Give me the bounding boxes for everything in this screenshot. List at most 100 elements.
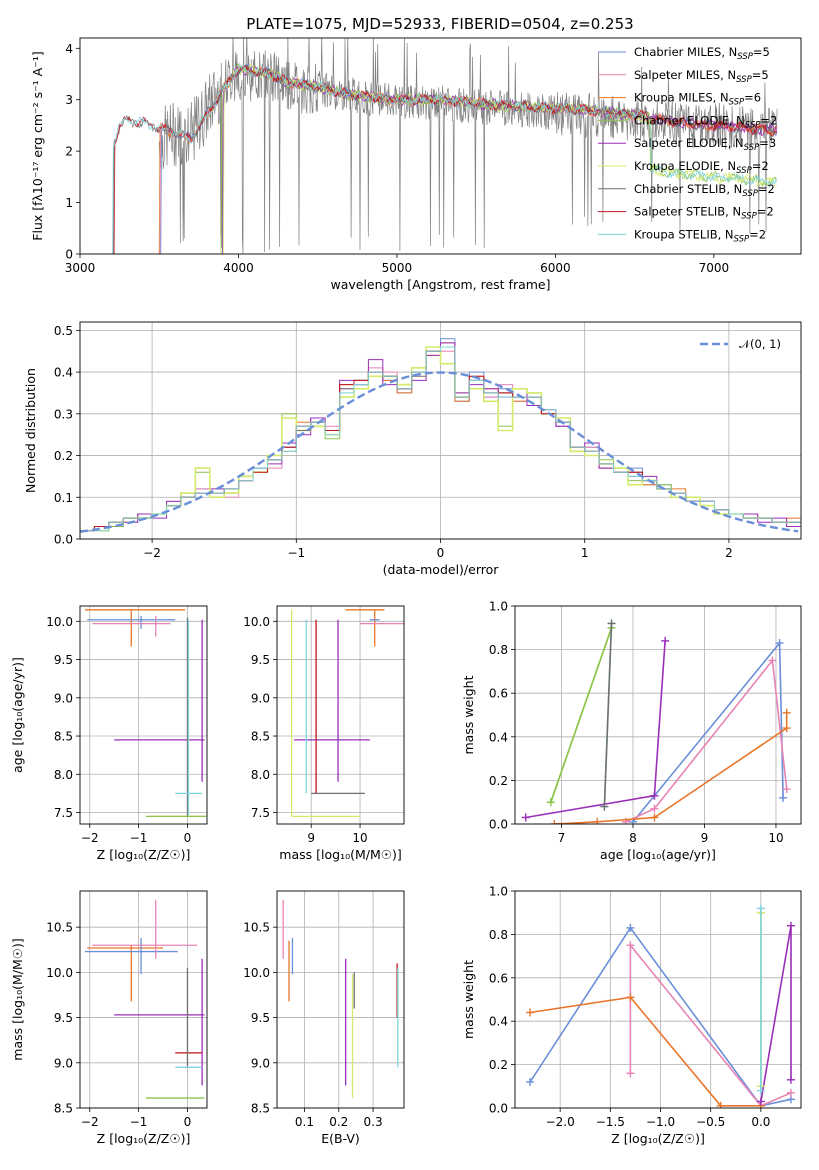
legend-entry-label: Kroupa STELIB, NSSP=2 [634, 227, 766, 244]
spectrum-ytick-label: 4 [65, 42, 73, 56]
spectrum-xlabel: wavelength [Angstrom, rest frame] [330, 277, 550, 292]
residuals-frame [79, 321, 802, 540]
spectrum-axes [76, 47, 715, 258]
age_vs_mass-bars [291, 609, 404, 818]
weight_vs_Z-xtick-label: −1.0 [646, 1115, 675, 1129]
residuals-ytick-label: 0.5 [54, 324, 73, 338]
weight_vs_age-xtick-label: 8 [629, 831, 637, 845]
age_vs_mass-ytick-label: 9.0 [251, 691, 270, 705]
weight_vs_Z-xtick-label: −1.5 [596, 1115, 625, 1129]
legend2-label: 𝒩(0, 1) [739, 337, 781, 351]
age_vs_Z-ytick-label: 10.0 [46, 615, 73, 629]
weight_vs_Z-ylabel: mass weight [461, 960, 476, 1039]
age_vs_Z-xtick-label: −1 [130, 831, 148, 845]
weight_vs_Z-lines [526, 904, 795, 1108]
legend-entry-label: Kroupa ELODIE, NSSP=2 [634, 159, 769, 176]
mass_vs_Z-frame [79, 890, 208, 1109]
weight_vs_age-series-line [603, 623, 613, 807]
residuals-ylabel: Normed distribution [23, 368, 38, 493]
age_vs_mass-ytick-label: 8.0 [251, 768, 270, 782]
mass_vs_Z-ytick-label: 9.5 [54, 1011, 73, 1025]
weight_vs_Z-xlabel: Z [log₁₀(Z/Z☉)] [611, 1131, 705, 1146]
residuals-xlabel: (data-model)/error [383, 562, 500, 577]
spectrum-model-line [222, 66, 778, 254]
legend-entry-label: Salpeter MILES, NSSP=5 [634, 68, 769, 85]
weight_vs_Z-xtick-label: −2.0 [546, 1115, 575, 1129]
weight_vs_age-ytick-label: 0.8 [489, 643, 508, 657]
mass_vs_EBV-ytick-label: 9.5 [251, 1011, 270, 1025]
weight_vs_age-ytick-label: 1.0 [489, 600, 508, 614]
weight_vs_Z-ytick-label: 0.6 [489, 971, 508, 985]
spectrum-frame [79, 37, 802, 255]
weight_vs_age-series-line [525, 640, 666, 819]
age_vs_Z-ytick-label: 8.5 [54, 730, 73, 744]
age_vs_mass-ytick-label: 9.5 [251, 653, 270, 667]
weight_vs_age-xtick-label: 9 [701, 831, 709, 845]
legend-entry-label: Salpeter STELIB, NSSP=2 [634, 205, 774, 222]
age_vs_Z-frame [79, 605, 208, 825]
residuals-ytick-label: 0.0 [54, 533, 73, 547]
residuals-xtick-label: 0 [437, 546, 445, 560]
residuals-ytick-label: 0.2 [54, 449, 73, 463]
weight_vs_Z-xtick-label: −0.5 [696, 1115, 725, 1129]
mass_vs_EBV-frame [276, 890, 405, 1109]
weight_vs_age-ylabel: mass weight [461, 675, 476, 754]
weight_vs_Z-ytick-label: 1.0 [489, 885, 508, 899]
mass_vs_Z-xtick-label: 0 [184, 1115, 192, 1129]
spectrum-xtick-label: 7000 [699, 261, 730, 275]
residuals-xtick-label: −1 [287, 546, 305, 560]
residuals-xtick-label: 1 [581, 546, 589, 560]
residuals-xtick-label: 2 [725, 546, 733, 560]
legend-entry-label: Salpeter ELODIE, NSSP=3 [634, 136, 776, 153]
spectrum-xtick-label: 3000 [65, 261, 96, 275]
age_vs_mass-ytick-label: 8.5 [251, 730, 270, 744]
weight_vs_Z-series-line [529, 996, 761, 1107]
mass_vs_Z-xtick-label: −2 [81, 1115, 99, 1129]
mass_vs_EBV-xtick-label: 0.3 [364, 1115, 383, 1129]
legend-entry-label: Chabrier STELIB, NSSP=2 [634, 182, 775, 199]
residuals-xtick-label: −2 [143, 546, 161, 560]
mass_vs_Z-ytick-label: 10.0 [46, 966, 73, 980]
age_vs_mass-ytick-label: 7.5 [251, 806, 270, 820]
spectrum-xtick-label: 5000 [382, 261, 413, 275]
weight_vs_age-ytick-label: 0.4 [489, 730, 508, 744]
mass_vs_Z-ylabel: mass [log₁₀(M/M☉)] [10, 938, 25, 1060]
weight_vs_age-lines [521, 619, 791, 824]
spectrum-model-line [113, 63, 777, 254]
legend-entry-label: Chabrier ELODIE, NSSP=2 [634, 113, 777, 130]
age_vs_mass-ytick-label: 10.0 [243, 615, 270, 629]
weight_vs_age-xtick-label: 10 [768, 831, 783, 845]
weight_vs_Z-series-line [760, 925, 792, 1102]
spectrum-ytick-label: 3 [65, 93, 73, 107]
age_vs_mass-xtick-label: 10 [352, 831, 367, 845]
mass_vs_EBV-ytick-label: 10.0 [243, 966, 270, 980]
residuals-step-line [80, 346, 801, 532]
weight_vs_age-series-line [550, 627, 613, 803]
weight_vs_age-frame [514, 605, 802, 825]
legend-entry-label: Chabrier MILES, NSSP=5 [634, 45, 770, 62]
legend-entry-label: Kroupa MILES, NSSP=6 [634, 91, 761, 108]
mass_vs_EBV-axes [273, 891, 404, 1112]
mass_vs_EBV-bars [282, 900, 399, 1099]
mass_vs_EBV-xtick-label: 0.1 [295, 1115, 314, 1129]
weight_vs_Z-frame [514, 890, 802, 1109]
weight_vs_Z-ytick-label: 0.0 [489, 1102, 508, 1116]
age_vs_mass-axes [273, 606, 404, 828]
spectrum-traces [112, 38, 778, 254]
weight_vs_age-ytick-label: 0.0 [489, 818, 508, 832]
weight_vs_Z-ytick-label: 0.4 [489, 1015, 508, 1029]
residuals-ytick-label: 0.3 [54, 407, 73, 421]
residuals-ytick-label: 0.4 [54, 366, 73, 380]
spectrum-model-line [112, 62, 778, 254]
spectrum-xtick-label: 4000 [223, 261, 254, 275]
age_vs_Z-bars [84, 609, 207, 818]
weight_vs_age-ytick-label: 0.2 [489, 774, 508, 788]
mass_vs_Z-ytick-label: 8.5 [54, 1102, 73, 1116]
mass_vs_EBV-ytick-label: 10.5 [243, 921, 270, 935]
age_vs_Z-ytick-label: 7.5 [54, 806, 73, 820]
age_vs_mass-xtick-label: 9 [307, 831, 315, 845]
mass_vs_EBV-ytick-label: 8.5 [251, 1102, 270, 1116]
age_vs_Z-ytick-label: 9.5 [54, 653, 73, 667]
residuals-steps [80, 338, 801, 533]
spectrum-xtick-label: 6000 [540, 261, 571, 275]
